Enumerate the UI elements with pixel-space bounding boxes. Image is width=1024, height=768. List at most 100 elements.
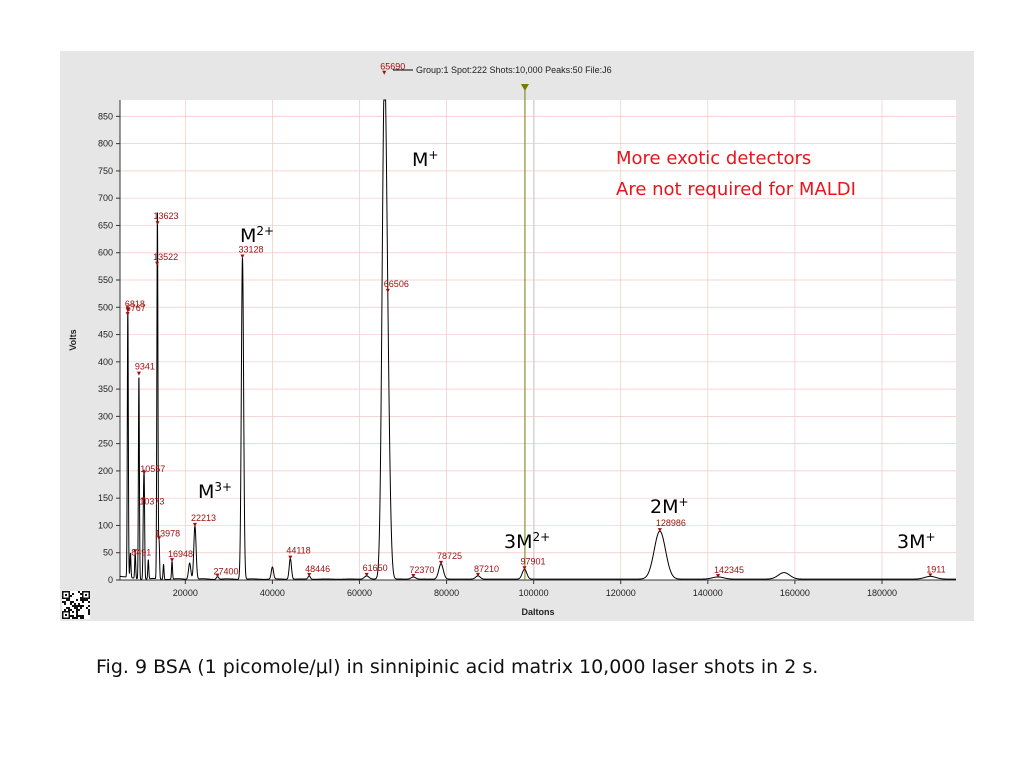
peak-label: 22213 [191, 513, 216, 523]
spectrum-trace [119, 99, 956, 581]
peak-marker[interactable] [307, 572, 312, 577]
peak-marker[interactable] [475, 572, 480, 577]
peak-label: 1911 [926, 564, 945, 574]
peak-label: 72370 [409, 565, 434, 575]
peak-marker[interactable] [155, 221, 160, 226]
marker-handle-icon[interactable] [520, 84, 529, 91]
annotation-m-3plus: M3+ [198, 480, 232, 503]
y-tick-label: 200 [98, 466, 113, 476]
x-tick-label: 20000 [173, 588, 198, 598]
peak-label: 9341 [135, 362, 155, 372]
y-tick-label: 300 [98, 411, 113, 421]
y-tick-label: 600 [98, 248, 113, 258]
peak-label: 61650 [363, 563, 388, 573]
annotation-m-plus: M+ [412, 148, 438, 171]
y-tick-label: 450 [98, 330, 113, 340]
grid [120, 100, 956, 580]
y-tick-label: 700 [98, 193, 113, 203]
peak-label: 78725 [437, 551, 462, 561]
x-tick-label: 80000 [434, 588, 459, 598]
peak-marker[interactable] [364, 572, 369, 577]
y-tick-label: 650 [98, 220, 113, 230]
y-axis-label: Volts [68, 329, 78, 350]
peak-label: 10557 [140, 464, 165, 474]
peak-marker[interactable] [657, 528, 662, 533]
peak-marker[interactable] [382, 70, 387, 75]
note-line-1: More exotic detectors [616, 148, 811, 169]
y-tick-label: 350 [98, 384, 113, 394]
axes [119, 100, 956, 581]
y-tick-label: 50 [103, 548, 113, 558]
y-tick-label: 500 [98, 302, 113, 312]
x-tick-label: 140000 [693, 588, 723, 598]
peak-marker[interactable] [215, 573, 220, 578]
peak-label: 27400 [214, 567, 239, 577]
peak-label: 66506 [384, 279, 409, 289]
peak-marker[interactable] [288, 555, 293, 560]
qr-code-icon [62, 591, 90, 619]
legend: Group:1 Spot:222 Shots:10,000 Peaks:50 F… [393, 65, 612, 75]
legend-label: Group:1 Spot:222 Shots:10,000 Peaks:50 F… [416, 65, 612, 75]
peak-marker[interactable] [133, 549, 138, 554]
annotation-m-2plus: M2+ [240, 224, 274, 247]
peak-marker[interactable] [157, 536, 162, 541]
peak-label: 13522 [153, 252, 178, 262]
y-tick-label: 0 [108, 575, 113, 585]
x-tick-label: 120000 [606, 588, 636, 598]
peak-label: 16948 [168, 549, 193, 559]
peak-label: 48446 [305, 564, 330, 574]
note-line-2: Are not required for MALDI [616, 179, 856, 200]
peak-label: 97901 [521, 556, 546, 566]
annotation-3m-plus: 3M+ [897, 530, 936, 553]
species-annotations: M+ M2+ M3+ 2M+ 3M2+ 3M+ More exotic dete… [198, 148, 936, 553]
peak-marker[interactable] [716, 573, 721, 578]
peak-label: 6818 [125, 299, 145, 309]
peak-marker[interactable] [142, 470, 147, 475]
peak-label: 33128 [238, 245, 263, 255]
peak-label: 87210 [474, 564, 499, 574]
spectrum-chart: 20000 40000 60000 80000 100000 120000 140000 16… [62, 62, 956, 619]
peak-label: 44118 [286, 546, 310, 556]
peak-marker[interactable] [192, 522, 197, 527]
peak-marker[interactable] [141, 497, 146, 502]
peak-marker[interactable] [170, 558, 175, 563]
peak-marker[interactable] [385, 288, 390, 293]
y-tick-label: 400 [98, 357, 113, 367]
marker[interactable] [520, 84, 535, 580]
annotation-2m-plus: 2M+ [650, 495, 689, 518]
peak-label: 10373 [139, 497, 164, 507]
plot-area [120, 100, 956, 580]
peak-marker[interactable] [522, 566, 527, 571]
peak-label: 8491 [131, 547, 151, 557]
peak-marker[interactable] [155, 261, 160, 266]
y-tick-label: 100 [98, 520, 113, 530]
peak-label: 13623 [154, 211, 179, 221]
peak-label: 65690 [380, 62, 405, 72]
peak-marker[interactable] [125, 308, 130, 313]
x-tick-label: 100000 [519, 588, 549, 598]
peak-marker[interactable] [136, 371, 141, 376]
peak-marker[interactable] [240, 254, 245, 259]
x-tick-label: 60000 [347, 588, 372, 598]
annotation-3m-2plus: 3M2+ [504, 530, 550, 553]
x-ticks: 20000 40000 60000 80000 100000 120000 140000 16… [173, 580, 897, 598]
peak-label: 128986 [656, 518, 686, 528]
x-tick-label: 40000 [260, 588, 285, 598]
y-tick-label: 850 [98, 111, 113, 121]
x-tick-label: 160000 [780, 588, 810, 598]
y-ticks: 0 50 100 150 200 250 300 350 400 450 500 550 600 650 7… [98, 111, 120, 585]
peak-marker[interactable] [439, 560, 444, 565]
peak-marker[interactable] [411, 574, 416, 579]
y-tick-label: 150 [98, 493, 113, 503]
y-tick-label: 800 [98, 139, 113, 149]
peak-marker[interactable] [928, 573, 933, 578]
y-tick-label: 750 [98, 166, 113, 176]
y-tick-label: 550 [98, 275, 113, 285]
chart-panel: 20000 40000 60000 80000 100000 120000 140000 16… [60, 51, 974, 621]
peak-label: 13978 [155, 528, 180, 538]
figure-caption: Fig. 9 BSA (1 picomole/μl) in sinnipinic… [96, 656, 819, 678]
peak-label: 142345 [714, 565, 744, 575]
peak-label: 6767 [126, 303, 146, 313]
peak-marker[interactable] [125, 312, 130, 317]
